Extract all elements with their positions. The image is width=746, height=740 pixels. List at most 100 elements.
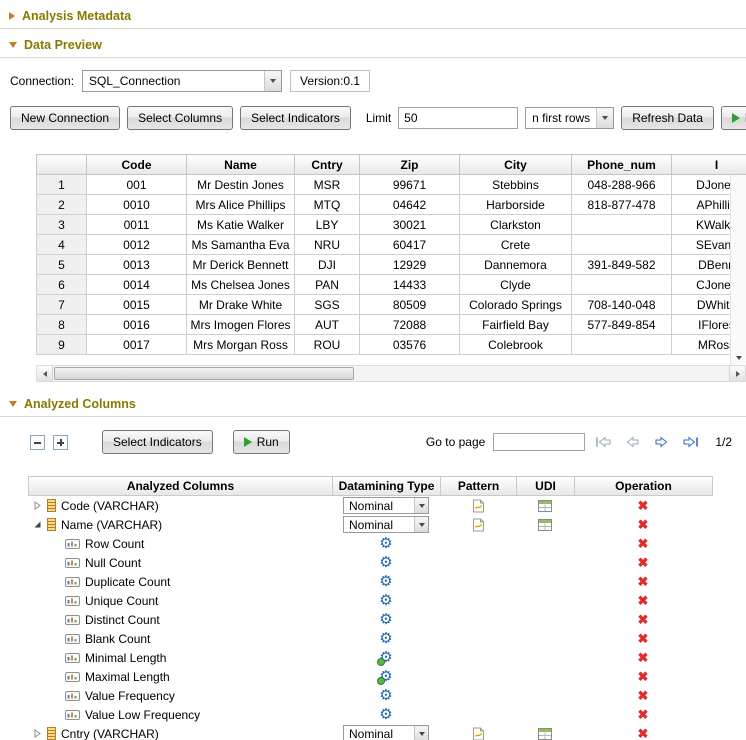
vertical-scrollbar[interactable] — [730, 175, 746, 365]
twistie-expanded-icon[interactable] — [33, 520, 42, 529]
preview-column-header[interactable]: City — [459, 154, 572, 175]
table-row[interactable]: 6 0014 Ms Chelsea Jones PAN 14433 Clyde CJones — [36, 274, 746, 295]
gear-icon[interactable]: ⚙ — [379, 535, 393, 552]
analyzed-columns-header[interactable]: Analyzed Columns — [29, 476, 333, 496]
delete-icon[interactable]: ✖ — [637, 536, 649, 551]
pattern-add-icon[interactable] — [472, 727, 485, 740]
table-row[interactable]: 5 0013 Mr Derick Bennett DJI 12929 Dannemora 3… — [36, 254, 746, 275]
scroll-left-icon[interactable] — [37, 366, 53, 381]
run-analysis-button[interactable]: Run — [232, 430, 290, 454]
twistie-collapsed-icon[interactable] — [33, 729, 42, 738]
indicator-row[interactable]: Value Low Frequency ⚙ ✖ — [28, 705, 712, 724]
chevron-down-icon[interactable] — [414, 498, 428, 513]
limit-input[interactable] — [398, 107, 519, 129]
gear-icon[interactable]: ⚙ — [377, 668, 393, 685]
delete-icon[interactable]: ✖ — [637, 631, 649, 646]
connection-combo[interactable]: SQL_Connection — [82, 70, 283, 92]
select-indicators-button-2[interactable]: Select Indicators — [102, 430, 213, 454]
datamining-type-combo[interactable]: Nominal — [343, 516, 429, 533]
table-row[interactable]: 9 0017 Mrs Morgan Ross ROU 03576 Colebrook MRo… — [36, 334, 746, 355]
preview-column-header[interactable]: Zip — [359, 154, 460, 175]
tree-row[interactable]: Code (VARCHAR) Nominal ✖ — [28, 496, 712, 515]
pattern-add-icon[interactable] — [472, 518, 485, 532]
expand-all-button[interactable] — [53, 434, 68, 450]
indicator-row[interactable]: Row Count ⚙ ✖ — [28, 534, 712, 553]
indicator-row[interactable]: Value Frequency ⚙ ✖ — [28, 686, 712, 705]
udi-add-icon[interactable] — [538, 727, 552, 740]
delete-icon[interactable]: ✖ — [637, 574, 649, 589]
udi-add-icon[interactable] — [538, 518, 552, 531]
indicator-row[interactable]: Null Count ⚙ ✖ — [28, 553, 712, 572]
gear-icon[interactable]: ⚙ — [377, 649, 393, 666]
chevron-down-icon[interactable] — [414, 517, 428, 532]
new-connection-button[interactable]: New Connection — [10, 106, 121, 130]
delete-icon[interactable]: ✖ — [637, 593, 649, 608]
datamining-type-combo[interactable]: Nominal — [343, 725, 429, 740]
next-page-icon[interactable] — [653, 436, 670, 448]
previous-page-icon[interactable] — [624, 436, 641, 448]
section-analyzed-columns[interactable]: Analyzed Columns — [0, 388, 746, 417]
table-row[interactable]: 4 0012 Ms Samantha Eva NRU 60417 Crete SEvans — [36, 234, 746, 255]
collapse-all-button[interactable] — [30, 434, 45, 450]
delete-icon[interactable]: ✖ — [637, 498, 649, 513]
scrollbar-thumb[interactable] — [54, 367, 354, 380]
preview-column-header[interactable]: Phone_num — [571, 154, 672, 175]
section-data-preview[interactable]: Data Preview — [0, 29, 746, 58]
rows-mode-combo[interactable]: n first rows — [525, 107, 615, 129]
gear-icon[interactable]: ⚙ — [379, 554, 393, 571]
gear-icon[interactable]: ⚙ — [379, 687, 393, 704]
gear-icon[interactable]: ⚙ — [379, 573, 393, 590]
twistie-collapsed-icon[interactable] — [33, 501, 42, 510]
twistie-collapsed-icon[interactable] — [9, 12, 15, 20]
datamining-type-header[interactable]: Datamining Type — [333, 476, 441, 496]
section-analysis-metadata[interactable]: Analysis Metadata — [0, 0, 746, 29]
chevron-down-icon[interactable] — [596, 108, 614, 128]
last-page-icon[interactable] — [682, 436, 699, 448]
table-row[interactable]: 3 0011 Ms Katie Walker LBY 30021 Clarkston KWa… — [36, 214, 746, 235]
gear-icon[interactable]: ⚙ — [379, 706, 393, 723]
delete-icon[interactable]: ✖ — [637, 688, 649, 703]
indicator-row[interactable]: Duplicate Count ⚙ ✖ — [28, 572, 712, 591]
tree-row[interactable]: Cntry (VARCHAR) Nominal ✖ — [28, 724, 712, 740]
table-row[interactable]: 8 0016 Mrs Imogen Flores AUT 72088 Fairfield … — [36, 314, 746, 335]
select-indicators-button[interactable]: Select Indicators — [240, 106, 351, 130]
indicator-row[interactable]: Unique Count ⚙ ✖ — [28, 591, 712, 610]
chevron-down-icon[interactable] — [264, 71, 282, 91]
gear-icon[interactable]: ⚙ — [379, 630, 393, 647]
table-row[interactable]: 2 0010 Mrs Alice Phillips MTQ 04642 Harborsid… — [36, 194, 746, 215]
gear-icon[interactable]: ⚙ — [379, 592, 393, 609]
preview-column-header[interactable]: Code — [86, 154, 187, 175]
operation-header[interactable]: Operation — [575, 476, 713, 496]
delete-icon[interactable]: ✖ — [637, 612, 649, 627]
table-row[interactable]: 1 001 Mr Destin Jones MSR 99671 Stebbins 048-2… — [36, 174, 746, 195]
table-row[interactable]: 7 0015 Mr Drake White SGS 80509 Colorado Spri… — [36, 294, 746, 315]
indicator-row[interactable]: Distinct Count ⚙ ✖ — [28, 610, 712, 629]
scroll-right-icon[interactable] — [729, 366, 745, 381]
preview-column-header[interactable]: Cntry — [294, 154, 360, 175]
delete-icon[interactable]: ✖ — [637, 517, 649, 532]
gear-icon[interactable]: ⚙ — [379, 611, 393, 628]
pattern-header[interactable]: Pattern — [441, 476, 517, 496]
preview-column-header[interactable]: Name — [186, 154, 295, 175]
datamining-type-combo[interactable]: Nominal — [343, 497, 429, 514]
twistie-expanded-icon[interactable] — [9, 401, 17, 407]
indicator-row[interactable]: Minimal Length ⚙ ✖ — [28, 648, 712, 667]
scroll-down-icon[interactable] — [731, 350, 746, 365]
twistie-expanded-icon[interactable] — [9, 42, 17, 48]
tree-row[interactable]: Name (VARCHAR) Nominal ✖ — [28, 515, 712, 534]
delete-icon[interactable]: ✖ — [637, 726, 649, 740]
select-columns-button[interactable]: Select Columns — [127, 106, 234, 130]
indicator-row[interactable]: Maximal Length ⚙ ✖ — [28, 667, 712, 686]
indicator-row[interactable]: Blank Count ⚙ ✖ — [28, 629, 712, 648]
delete-icon[interactable]: ✖ — [637, 669, 649, 684]
refresh-data-button[interactable]: Refresh Data — [621, 106, 714, 130]
delete-icon[interactable]: ✖ — [637, 650, 649, 665]
pattern-add-icon[interactable] — [472, 499, 485, 513]
horizontal-scrollbar[interactable] — [36, 365, 746, 382]
delete-icon[interactable]: ✖ — [637, 555, 649, 570]
preview-column-header[interactable]: I — [671, 154, 746, 175]
delete-icon[interactable]: ✖ — [637, 707, 649, 722]
goto-page-input[interactable] — [493, 433, 586, 451]
udi-add-icon[interactable] — [538, 499, 552, 512]
scrollbar-track[interactable] — [53, 366, 729, 381]
